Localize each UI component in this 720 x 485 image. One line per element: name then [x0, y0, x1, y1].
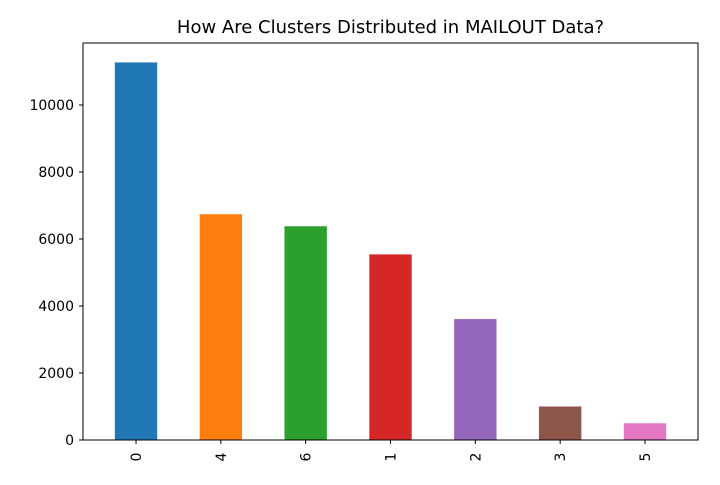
x-tick-label: 4	[214, 452, 230, 461]
x-tick-label: 0	[129, 453, 145, 462]
y-tick-label: 2000	[38, 366, 74, 382]
x-tick-label: 6	[299, 452, 315, 461]
x-tick-label: 1	[384, 453, 400, 462]
bar-1	[369, 254, 412, 440]
y-tick-label: 10000	[29, 98, 74, 114]
y-axis-ticks: 0 2000 4000 6000 8000 10000	[29, 98, 83, 449]
y-tick-label: 0	[65, 433, 74, 449]
x-tick-label: 2	[468, 453, 484, 462]
bar-3	[538, 406, 582, 440]
y-tick-label: 8000	[38, 165, 74, 181]
bar-5	[623, 423, 667, 440]
y-tick-label: 4000	[38, 299, 74, 315]
bar-6	[284, 226, 327, 440]
x-axis-ticks: 0 4 6 1 2 3 5	[129, 440, 654, 461]
bars-group	[114, 62, 667, 441]
x-tick-label: 3	[553, 453, 569, 462]
chart-title: How Are Clusters Distributed in MAILOUT …	[177, 17, 604, 38]
bar-4	[199, 214, 243, 440]
y-tick-label: 6000	[38, 232, 74, 248]
bar-0	[114, 62, 158, 441]
bar-2	[454, 319, 497, 440]
x-tick-label: 5	[638, 453, 654, 462]
plot-frame	[82, 42, 699, 441]
